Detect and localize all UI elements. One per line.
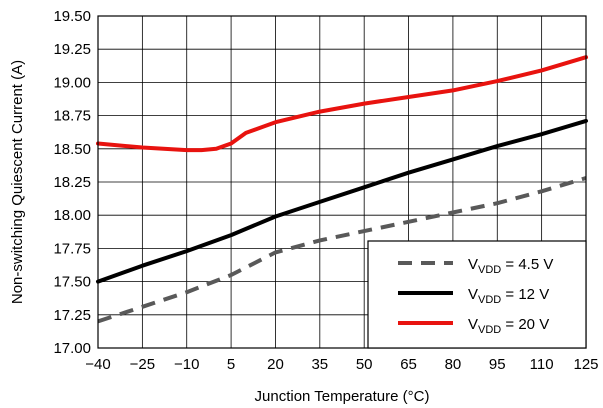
x-tick-label: 20 bbox=[267, 356, 284, 373]
x-axis-label: Junction Temperature (°C) bbox=[255, 388, 430, 405]
x-tick-label: −40 bbox=[85, 356, 110, 373]
y-tick-label: 18.00 bbox=[53, 207, 91, 224]
x-tick-label: 110 bbox=[530, 356, 554, 373]
series-line-2 bbox=[96, 118, 588, 284]
y-axis-label: Non-switching Quiescent Current (A) bbox=[9, 60, 26, 304]
y-tick-label: 19.25 bbox=[53, 41, 91, 58]
y-tick-label: 19.00 bbox=[53, 74, 91, 91]
legend-label: VVDD = 12 V bbox=[468, 286, 549, 306]
legend: VVDD = 4.5 V VVDD = 12 V VVDD = 20 V bbox=[367, 240, 587, 349]
y-tick-label: 17.00 bbox=[53, 340, 91, 357]
x-tick-label: 65 bbox=[400, 356, 417, 373]
y-tick-label: 18.75 bbox=[53, 108, 91, 125]
x-tick-label: 50 bbox=[356, 356, 373, 373]
x-tick-labels: −40 −25 −10 5 20 35 50 65 80 95 110 125 bbox=[85, 356, 598, 373]
plot-frame bbox=[97, 15, 587, 349]
x-tick-label: −25 bbox=[130, 356, 155, 373]
series-line-1 bbox=[97, 176, 587, 324]
y-tick-label: 18.50 bbox=[53, 141, 91, 158]
series-layer bbox=[96, 55, 588, 324]
x-tick-label: 95 bbox=[489, 356, 506, 373]
y-tick-label: 18.25 bbox=[53, 174, 91, 191]
y-tick-label: 17.75 bbox=[53, 240, 91, 257]
y-tick-label: 17.25 bbox=[53, 307, 91, 324]
legend-box bbox=[367, 240, 587, 349]
x-tick-label: 5 bbox=[227, 356, 235, 373]
x-tick-label: 80 bbox=[445, 356, 462, 373]
x-tick-label: 35 bbox=[311, 356, 328, 373]
legend-label: VVDD = 20 V bbox=[468, 316, 549, 336]
y-tick-labels: 17.00 17.25 17.50 17.75 18.00 18.25 18.50 18.75… bbox=[53, 8, 91, 357]
legend-label: VVDD = 4.5 V bbox=[468, 256, 553, 276]
series-line-3 bbox=[96, 55, 588, 153]
x-tick-label: −10 bbox=[174, 356, 199, 373]
y-tick-label: 17.50 bbox=[53, 274, 91, 291]
x-tick-label: 125 bbox=[573, 356, 598, 373]
y-tick-label: 19.50 bbox=[53, 8, 91, 25]
